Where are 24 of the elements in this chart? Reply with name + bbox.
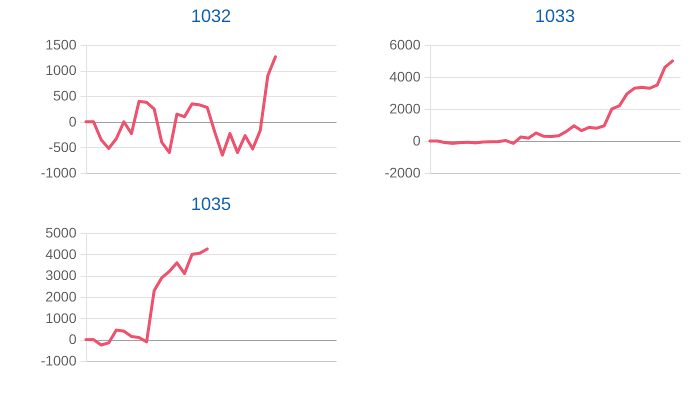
- y-tick-label: -500: [48, 138, 77, 155]
- y-tick-label: 2000: [389, 100, 421, 116]
- chart-title: 1032: [190, 6, 232, 26]
- y-tick-label: 5000: [45, 224, 77, 240]
- chart-title: 1033: [534, 6, 576, 26]
- y-tick-label: 3000: [45, 267, 77, 284]
- y-tick-label: 4000: [389, 68, 421, 84]
- y-tick-label: 0: [68, 331, 77, 348]
- line-series: [428, 60, 674, 145]
- y-tick-label: 1500: [45, 36, 77, 52]
- y-tick-label: 1000: [45, 310, 77, 326]
- y-tick-label: -1000: [40, 352, 77, 368]
- y-tick-label: 4000: [45, 246, 77, 262]
- y-tick-label: 0: [412, 132, 421, 148]
- y-tick-label: 1000: [45, 62, 77, 78]
- y-tick-label: 0: [68, 113, 77, 130]
- chart-title: 1035: [190, 194, 232, 214]
- y-tick-label: -1000: [40, 164, 77, 180]
- line-series: [84, 248, 209, 346]
- y-tick-label: -2000: [384, 164, 421, 180]
- y-tick-label: 500: [53, 88, 77, 104]
- y-tick-label: 6000: [389, 36, 421, 52]
- y-tick-label: 2000: [45, 288, 77, 304]
- line-series: [84, 55, 277, 157]
